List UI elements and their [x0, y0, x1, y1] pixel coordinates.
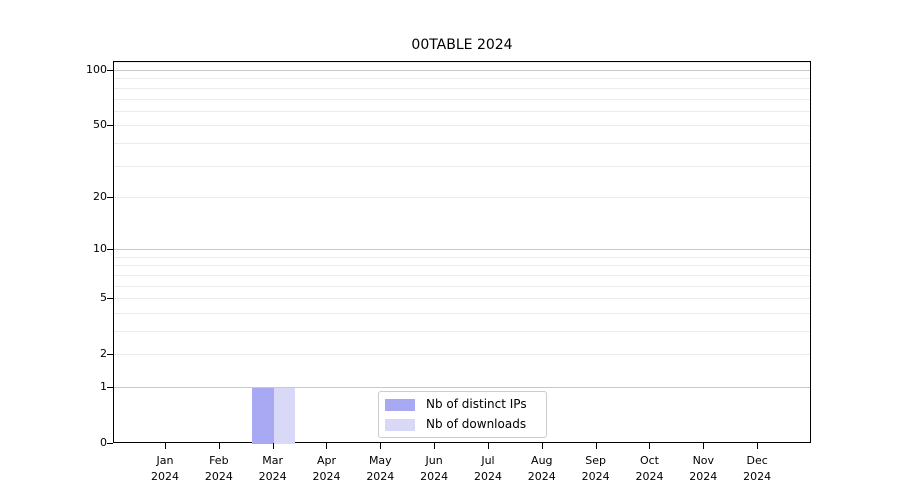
gridline-minor: [114, 125, 810, 127]
gridline-minor: [114, 196, 810, 198]
gridline-major: [114, 249, 810, 251]
x-tick: [703, 443, 705, 449]
legend-swatch-nb-of-downloads: [385, 418, 415, 431]
x-tick-label: Nov 2024: [689, 454, 718, 483]
bar-nb-of-downloads: [273, 387, 296, 444]
x-tick: [487, 443, 489, 449]
x-tick-label: Oct 2024: [635, 454, 664, 483]
gridline-minor: [114, 62, 810, 64]
gridline-minor: [114, 98, 810, 100]
gridline-minor: [114, 354, 810, 356]
bar-nb-of-distinct-ips: [252, 387, 274, 444]
gridline-minor: [114, 285, 810, 287]
y-tick-label: 50: [93, 118, 107, 131]
legend-entry: Nb of distinct IPs: [385, 397, 546, 412]
y-tick: [107, 387, 113, 388]
x-tick-label: Dec 2024: [743, 454, 772, 483]
legend-entry: Nb of downloads: [385, 417, 546, 432]
x-tick-label: Jan 2024: [151, 454, 179, 483]
gridline-minor: [114, 312, 810, 314]
x-tick-label: Aug 2024: [527, 454, 556, 483]
x-tick: [380, 443, 382, 449]
gridline-minor: [114, 110, 810, 112]
y-tick-label: 0: [100, 436, 107, 449]
y-tick-label: 1: [100, 380, 107, 393]
gridline-minor: [114, 78, 810, 80]
y-tick: [107, 443, 113, 444]
legend-label: Nb of downloads: [426, 417, 527, 431]
x-tick-label: May 2024: [366, 454, 395, 483]
x-tick-label: Jun 2024: [420, 454, 449, 483]
x-tick: [272, 443, 274, 449]
gridline-minor: [114, 298, 810, 300]
gridline-minor: [114, 87, 810, 89]
y-tick-label: 20: [93, 190, 107, 203]
y-tick-label: 10: [93, 242, 107, 255]
x-tick: [649, 443, 651, 449]
gridline-minor: [114, 256, 810, 258]
y-tick: [107, 70, 113, 71]
x-tick-label: Jul 2024: [473, 454, 502, 483]
y-tick: [107, 354, 113, 355]
x-tick-label: Mar 2024: [258, 454, 287, 483]
y-tick: [107, 249, 113, 250]
x-tick: [595, 443, 597, 449]
y-tick: [107, 197, 113, 198]
y-tick-label: 5: [100, 291, 107, 304]
x-tick-label: Apr 2024: [312, 454, 341, 483]
y-tick: [107, 125, 113, 126]
x-tick: [434, 443, 436, 449]
x-tick: [757, 443, 759, 449]
gridline-minor: [114, 274, 810, 276]
x-tick: [218, 443, 220, 449]
y-tick-label: 2: [100, 347, 107, 360]
x-tick-label: Sep 2024: [581, 454, 610, 483]
gridline-minor: [114, 265, 810, 267]
y-tick: [107, 298, 113, 299]
gridline-major: [114, 70, 810, 72]
gridline-minor: [114, 330, 810, 332]
gridline-major: [114, 386, 810, 388]
x-tick: [541, 443, 543, 449]
gridline-minor: [114, 165, 810, 167]
legend-label: Nb of distinct IPs: [426, 397, 527, 411]
gridline-minor: [114, 142, 810, 144]
x-tick: [165, 443, 166, 449]
chart-title: 00TABLE 2024: [411, 37, 513, 53]
x-tick: [326, 443, 328, 449]
y-tick-label: 100: [86, 63, 107, 76]
x-tick-label: Feb 2024: [204, 454, 233, 483]
legend-swatch-nb-of-distinct-ips: [385, 398, 415, 411]
legend: Nb of distinct IPs Nb of downloads: [378, 391, 547, 438]
plot-area: [113, 61, 811, 444]
